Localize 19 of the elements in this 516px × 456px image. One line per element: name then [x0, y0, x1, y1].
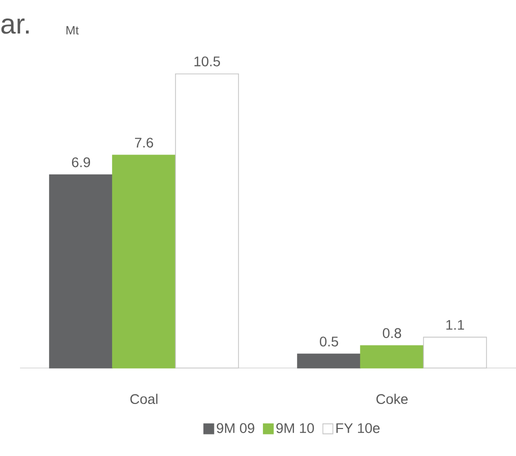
bar	[360, 345, 424, 368]
data-label: 10.5	[194, 56, 220, 66]
data-label: 7.6	[135, 138, 154, 148]
data-label: 1.1	[446, 320, 464, 330]
bar	[423, 336, 487, 368]
legend-label: FY 10e	[336, 423, 380, 434]
bar	[112, 154, 176, 368]
y-axis-title: Mt	[66, 26, 79, 34]
legend-label: 9M 10	[276, 423, 314, 434]
bar	[297, 354, 361, 368]
legend-label: 9M 09	[216, 423, 254, 434]
data-label: 6.9	[72, 157, 90, 168]
bar	[49, 174, 113, 368]
text: ar.	[1, 18, 29, 34]
data-label: 0.5	[320, 336, 338, 346]
x-tick-label: Coke	[376, 394, 408, 404]
bar	[175, 73, 239, 368]
data-label: 0.8	[382, 328, 402, 338]
x-tick-label: Coal	[130, 394, 158, 404]
